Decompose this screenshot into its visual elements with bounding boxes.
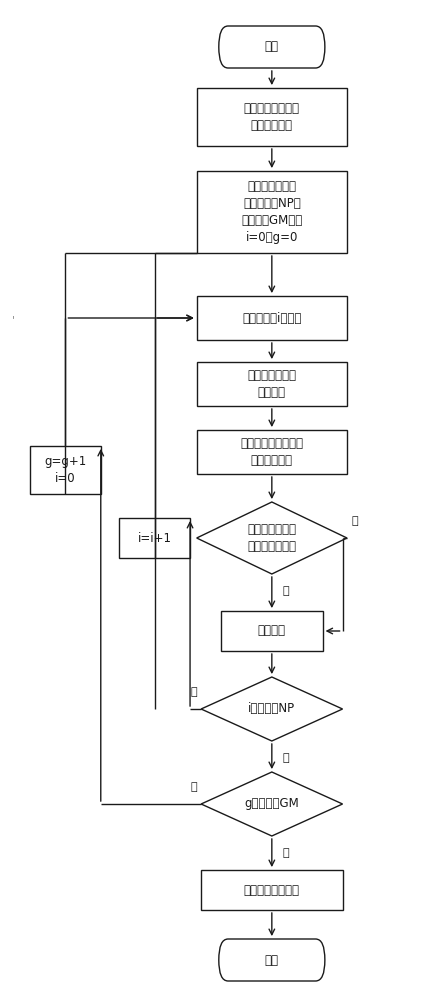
Text: i是否等于NP: i是否等于NP — [248, 702, 295, 716]
Text: 更新构象: 更新构象 — [258, 624, 286, 638]
Text: 优化后构象能量
是否低于原个体: 优化后构象能量 是否低于原个体 — [248, 523, 296, 553]
Bar — [197, 171, 347, 253]
FancyBboxPatch shape — [219, 26, 325, 68]
Text: 结束: 结束 — [265, 954, 279, 966]
Text: g是否等于GM: g是否等于GM — [244, 798, 299, 810]
Polygon shape — [201, 772, 343, 836]
Polygon shape — [201, 677, 343, 741]
Text: 对交叉变异后的构象
进行距离优化: 对交叉变异后的构象 进行距离优化 — [240, 437, 303, 467]
Bar — [221, 611, 323, 651]
Text: 使用距离预测信息
构建能量函数: 使用距离预测信息 构建能量函数 — [244, 102, 300, 132]
Bar — [201, 870, 343, 910]
Text: 初始化种群，设
置种群容量NP，
迭代代数GM，置
i=0，g=0: 初始化种群，设 置种群容量NP， 迭代代数GM，置 i=0，g=0 — [241, 180, 302, 244]
Polygon shape — [197, 502, 347, 574]
Bar — [197, 88, 347, 146]
Text: i=i+1: i=i+1 — [138, 532, 171, 544]
Text: 开始: 开始 — [265, 40, 279, 53]
Text: 是: 是 — [283, 586, 290, 596]
Text: 输出能量最低构象: 输出能量最低构象 — [244, 884, 300, 896]
Text: 否: 否 — [190, 687, 197, 697]
Bar — [30, 446, 101, 494]
Bar — [197, 430, 347, 474]
Bar — [197, 362, 347, 406]
Bar — [197, 296, 347, 340]
Text: ': ' — [11, 315, 15, 325]
Text: 否: 否 — [351, 516, 358, 526]
Text: 对选中构象进行
交叉变异: 对选中构象进行 交叉变异 — [248, 369, 296, 399]
Bar — [119, 518, 190, 558]
Text: 选择种群第i个构象: 选择种群第i个构象 — [242, 312, 301, 324]
Text: 是: 是 — [283, 848, 290, 858]
FancyBboxPatch shape — [219, 939, 325, 981]
Text: g=g+1
i=0: g=g+1 i=0 — [44, 455, 87, 485]
Text: 是: 是 — [283, 753, 290, 763]
Text: 否: 否 — [190, 782, 197, 792]
